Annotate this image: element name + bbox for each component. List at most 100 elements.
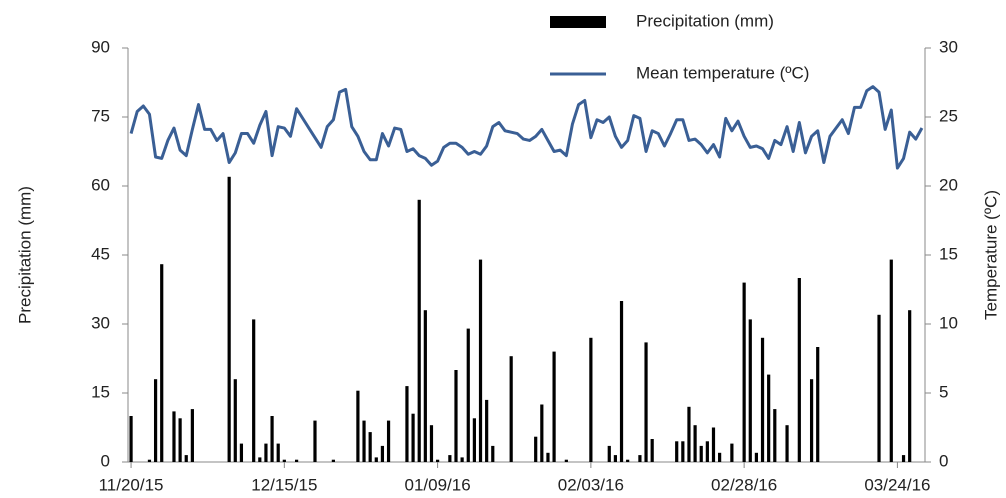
- bar: [282, 459, 286, 462]
- bar: [754, 452, 759, 462]
- bar: [889, 259, 893, 462]
- bar: [178, 418, 182, 462]
- bar: [901, 455, 906, 462]
- bar: [478, 259, 483, 462]
- bar: [730, 443, 734, 462]
- bar: [405, 386, 409, 462]
- bar: [908, 310, 912, 462]
- bar: [718, 452, 722, 462]
- bar: [773, 409, 777, 462]
- bar: [540, 404, 544, 462]
- bar: [552, 351, 556, 462]
- bar: [294, 459, 299, 462]
- y-tick-label: 15: [91, 382, 110, 401]
- bar: [331, 459, 335, 462]
- bar: [564, 459, 568, 462]
- bar: [153, 379, 158, 462]
- y-tick-label: 90: [91, 37, 110, 56]
- bar: [411, 413, 415, 462]
- legend-label: Mean temperature (ºC): [636, 63, 809, 82]
- x-tick-label: 12/15/15: [251, 475, 317, 494]
- y-tick-label: 0: [101, 451, 110, 470]
- x-tick-label: 01/09/16: [405, 475, 471, 494]
- y2-tick-label: 15: [939, 244, 958, 263]
- bar: [233, 379, 237, 462]
- bar: [613, 455, 617, 462]
- bar: [785, 425, 789, 462]
- bar: [760, 337, 765, 462]
- bar: [711, 427, 716, 462]
- y2-tick-label: 30: [939, 37, 958, 56]
- bar: [619, 301, 624, 462]
- bar: [264, 443, 268, 462]
- bar: [460, 457, 464, 462]
- bar: [147, 459, 152, 462]
- bar: [417, 199, 421, 463]
- bar: [362, 420, 366, 462]
- x-tick-label: 02/28/16: [711, 475, 777, 494]
- bar: [227, 176, 231, 463]
- bar: [239, 443, 244, 462]
- bar: [472, 418, 476, 462]
- bar: [252, 319, 256, 462]
- bar: [313, 420, 317, 462]
- bar: [160, 264, 164, 462]
- bar: [699, 445, 703, 462]
- bar: [436, 459, 440, 462]
- bar: [767, 374, 771, 462]
- y2-tick-label: 5: [939, 382, 948, 401]
- y-tick-label: 45: [91, 244, 110, 263]
- bar: [172, 411, 176, 462]
- bar: [386, 420, 391, 462]
- bar: [693, 425, 697, 462]
- y2-tick-label: 0: [939, 451, 948, 470]
- x-tick-label: 11/20/15: [99, 475, 164, 494]
- y-tick-label: 60: [91, 175, 110, 194]
- bar: [466, 328, 470, 462]
- bar: [190, 409, 194, 462]
- bar: [270, 416, 274, 462]
- bar: [276, 443, 280, 462]
- bar: [448, 455, 452, 462]
- bar: [491, 445, 495, 462]
- bar: [797, 278, 801, 462]
- bar: [589, 337, 593, 462]
- bar: [485, 399, 489, 462]
- bar: [368, 432, 372, 462]
- bar: [374, 457, 378, 462]
- bar: [356, 390, 360, 462]
- bar: [877, 314, 881, 462]
- bar: [742, 282, 746, 462]
- legend-label: Precipitation (mm): [636, 11, 774, 30]
- bar: [129, 416, 133, 462]
- bar: [816, 347, 820, 462]
- bar: [534, 436, 538, 462]
- legend-swatch: [550, 16, 606, 28]
- bar: [638, 455, 642, 462]
- temperature-line: [129, 85, 924, 170]
- x-tick-label: 03/24/16: [864, 475, 930, 494]
- bar: [258, 457, 262, 462]
- bar: [681, 441, 685, 462]
- x-tick-label: 02/03/16: [558, 475, 624, 494]
- y2-tick-label: 10: [939, 313, 958, 332]
- bar: [675, 441, 679, 462]
- bar: [626, 459, 630, 462]
- bar: [423, 310, 427, 462]
- y-axis-label: Precipitation (mm): [15, 186, 34, 324]
- bar: [380, 445, 385, 462]
- bar: [509, 356, 513, 462]
- bar: [546, 452, 550, 462]
- bar: [650, 439, 654, 462]
- bar: [644, 342, 648, 462]
- y-tick-label: 75: [91, 106, 110, 125]
- bar: [607, 445, 611, 462]
- bar: [748, 319, 752, 462]
- bar: [705, 441, 709, 462]
- bar: [809, 379, 814, 462]
- y-tick-label: 30: [91, 313, 110, 332]
- y2-tick-label: 20: [939, 175, 958, 194]
- y2-tick-label: 25: [939, 106, 958, 125]
- bar: [429, 425, 434, 462]
